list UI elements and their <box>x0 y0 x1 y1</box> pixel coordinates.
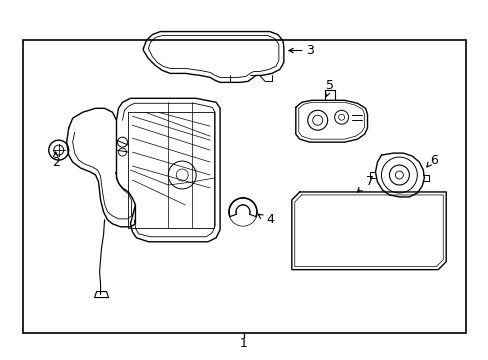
Wedge shape <box>229 212 256 226</box>
Text: 7: 7 <box>365 175 373 189</box>
Text: 5: 5 <box>325 79 333 92</box>
Text: 1: 1 <box>240 337 247 350</box>
Text: 3: 3 <box>305 44 313 57</box>
Text: 6: 6 <box>429 154 437 167</box>
Text: 4: 4 <box>265 213 273 226</box>
Bar <box>23 40 465 333</box>
Wedge shape <box>236 212 249 219</box>
Text: 2: 2 <box>52 156 60 168</box>
